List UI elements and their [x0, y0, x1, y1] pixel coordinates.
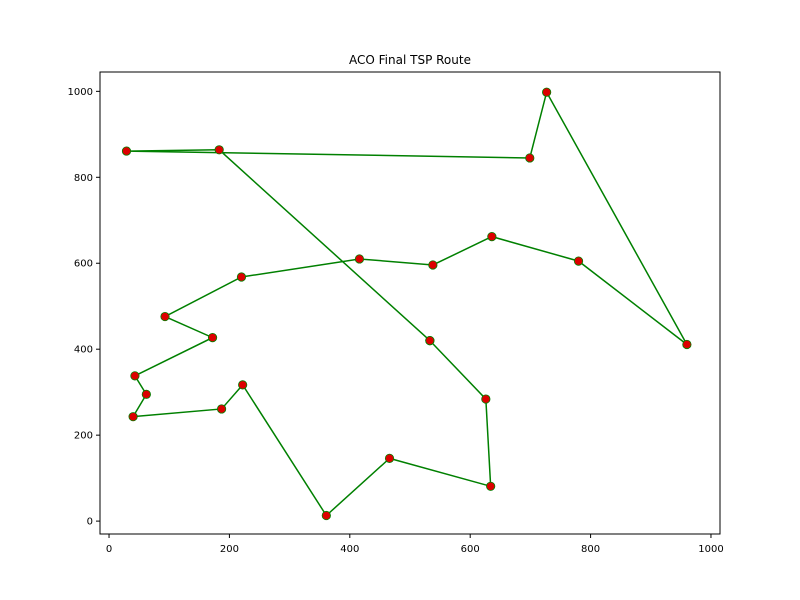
- y-tick-label: 1000: [68, 87, 93, 98]
- city-point: [481, 394, 491, 404]
- city-point: [141, 389, 151, 399]
- city-point: [682, 339, 692, 350]
- city-point: [238, 380, 248, 390]
- city-point: [216, 404, 227, 414]
- y-tick-label: 800: [74, 173, 93, 184]
- route-line: [126, 90, 688, 517]
- city-point: [128, 412, 138, 422]
- y-axis: 0 200 400 600 800 1000: [68, 87, 100, 528]
- city-point: [207, 332, 218, 343]
- city-point: [121, 146, 132, 156]
- chart-title: ACO Final TSP Route: [349, 53, 471, 67]
- y-tick-label: 0: [87, 517, 93, 528]
- x-tick-label: 800: [581, 544, 600, 555]
- city-point: [214, 145, 224, 155]
- city-point: [428, 260, 438, 270]
- x-axis: 0 200 400 600 800 1000: [106, 534, 724, 555]
- y-tick-label: 600: [74, 259, 93, 270]
- city-point: [384, 453, 395, 463]
- y-tick-label: 400: [74, 345, 93, 356]
- x-tick-label: 1000: [698, 544, 723, 555]
- city-point: [486, 481, 496, 491]
- city-point: [525, 153, 535, 163]
- x-tick-label: 600: [461, 544, 480, 555]
- plot-frame: [99, 71, 721, 535]
- city-point: [236, 272, 247, 282]
- y-tick-label: 200: [74, 431, 93, 442]
- plot-layer: [121, 87, 692, 521]
- x-tick-label: 0: [106, 544, 112, 555]
- city-point: [354, 254, 365, 264]
- city-point: [425, 335, 435, 346]
- x-tick-label: 400: [340, 544, 359, 555]
- city-point: [542, 87, 552, 97]
- city-point: [130, 371, 140, 381]
- x-tick-label: 200: [220, 544, 239, 555]
- city-point: [487, 232, 497, 242]
- city-point: [573, 256, 584, 266]
- city-point: [160, 311, 170, 322]
- city-point: [321, 510, 331, 521]
